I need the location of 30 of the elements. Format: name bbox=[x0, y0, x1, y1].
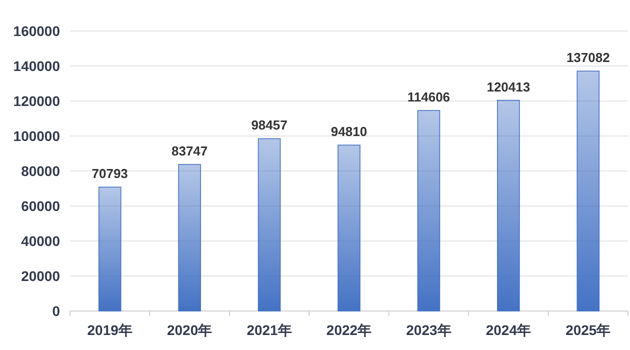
y-tick-label: 100000 bbox=[13, 128, 60, 144]
data-label: 114606 bbox=[407, 89, 450, 104]
bar bbox=[338, 144, 360, 312]
bar bbox=[258, 138, 281, 312]
x-tick-label: 2023年 bbox=[406, 322, 452, 338]
y-tick-label: 20000 bbox=[21, 268, 60, 284]
bar bbox=[178, 164, 201, 312]
data-label: 94810 bbox=[330, 124, 368, 140]
y-tick-label: 140000 bbox=[13, 58, 60, 74]
y-tick-label: 160000 bbox=[13, 23, 60, 39]
y-tick-label: 60000 bbox=[21, 198, 60, 214]
y-tick-label: 40000 bbox=[21, 233, 60, 249]
bar bbox=[417, 110, 440, 312]
x-tick-label: 2022年 bbox=[326, 322, 372, 338]
bar bbox=[576, 70, 600, 312]
x-tick-label: 2024年 bbox=[486, 322, 532, 338]
data-label: 70793 bbox=[92, 166, 128, 182]
data-label: 98457 bbox=[251, 118, 288, 133]
data-label: 83747 bbox=[171, 143, 208, 158]
data-label: 137082 bbox=[566, 50, 610, 66]
x-tick-label: 2020年 bbox=[166, 322, 212, 338]
y-tick-label: 0 bbox=[52, 303, 60, 319]
bar bbox=[497, 100, 520, 312]
y-tick-label: 120000 bbox=[13, 93, 60, 109]
y-tick-label: 80000 bbox=[21, 163, 60, 179]
data-label: 120413 bbox=[486, 79, 530, 94]
x-tick-label: 2021年 bbox=[246, 322, 292, 338]
x-tick-label: 2019年 bbox=[87, 322, 132, 338]
bar bbox=[98, 186, 122, 312]
x-tick-label: 2025年 bbox=[566, 322, 611, 338]
